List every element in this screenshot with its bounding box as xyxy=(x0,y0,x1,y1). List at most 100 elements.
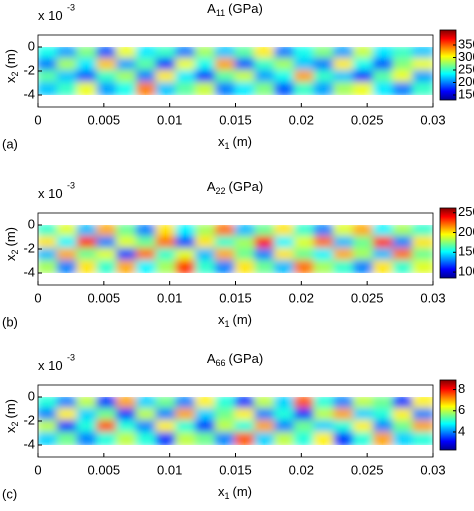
cell xyxy=(353,248,375,262)
cell xyxy=(254,248,276,262)
cell xyxy=(175,82,197,95)
cell xyxy=(116,236,138,250)
cell xyxy=(313,248,336,262)
y-scale-label: x 10 xyxy=(38,8,63,23)
x-axis-label-part: (m) xyxy=(233,312,253,327)
cell xyxy=(333,236,355,250)
cell xyxy=(372,397,395,410)
cell xyxy=(392,397,415,410)
y-scale-label: x 10 xyxy=(38,358,63,373)
cell xyxy=(155,58,178,72)
cell xyxy=(293,236,316,250)
x-axis-label-part: x xyxy=(218,484,225,499)
cell xyxy=(372,82,395,95)
cell xyxy=(313,47,336,60)
cell xyxy=(76,70,99,84)
cell xyxy=(116,47,138,60)
cell xyxy=(313,225,336,238)
y-axis-label-part: 2 xyxy=(10,421,20,426)
cell xyxy=(412,248,433,262)
panel-title-part: A xyxy=(207,179,216,194)
cell xyxy=(353,236,375,250)
cell xyxy=(56,397,79,410)
panel-title-part: 66 xyxy=(215,358,225,368)
x-tick-label: 0.025 xyxy=(351,112,384,127)
cell xyxy=(234,58,257,72)
cell xyxy=(116,225,138,238)
cell xyxy=(274,420,296,434)
colorbar-tick-label: 150 xyxy=(458,86,474,101)
cell xyxy=(155,82,178,95)
cell xyxy=(96,236,118,250)
x-axis-label: x1 (m) xyxy=(218,484,252,501)
cell xyxy=(38,432,59,445)
y-axis-label-part: x xyxy=(3,426,18,433)
y-axis-label-part: x xyxy=(3,76,18,83)
cell xyxy=(392,248,415,262)
cell xyxy=(293,70,316,84)
cell xyxy=(234,260,257,273)
cell xyxy=(214,82,237,95)
cell xyxy=(293,260,316,273)
cell xyxy=(56,420,79,434)
cell xyxy=(76,397,99,410)
cell xyxy=(175,58,197,72)
cell xyxy=(96,408,118,422)
cell xyxy=(372,420,395,434)
colorbar-tick-label: 200 xyxy=(458,224,474,239)
panel-title-part: A xyxy=(207,1,216,16)
cell xyxy=(234,420,257,434)
cell xyxy=(313,236,336,250)
cell xyxy=(333,420,355,434)
cell xyxy=(175,408,197,422)
cell xyxy=(412,408,433,422)
cell xyxy=(195,248,217,262)
cell xyxy=(293,47,316,60)
cell xyxy=(412,82,433,95)
panel-title-part: 11 xyxy=(216,8,225,18)
cell xyxy=(155,432,178,445)
x-tick-label: 0.025 xyxy=(351,290,384,305)
cell xyxy=(333,408,355,422)
cell xyxy=(175,47,197,60)
field xyxy=(38,225,433,273)
y-axis-label-part: 2 xyxy=(10,249,20,254)
y-scale-label: x 10 xyxy=(38,186,63,201)
cell xyxy=(333,58,355,72)
cell xyxy=(38,260,59,273)
cell xyxy=(293,432,316,445)
cell xyxy=(392,260,415,273)
cell xyxy=(372,260,395,273)
panel-title-part: (GPa) xyxy=(229,179,264,194)
x-axis-label: x1 (m) xyxy=(218,134,252,151)
x-tick-label: 0.025 xyxy=(351,462,384,477)
cell xyxy=(412,70,433,84)
cell xyxy=(76,82,99,95)
cell xyxy=(353,82,375,95)
cell xyxy=(195,225,217,238)
y-axis-label-part: x xyxy=(3,254,18,261)
cell xyxy=(392,236,415,250)
cell xyxy=(333,260,355,273)
cell xyxy=(254,47,276,60)
x-tick-label: 0.005 xyxy=(88,112,121,127)
cell xyxy=(175,70,197,84)
y-scale-label-part: x 10 xyxy=(38,8,63,23)
cell xyxy=(76,408,99,422)
cell xyxy=(274,432,296,445)
y-scale-label-part: x 10 xyxy=(38,186,63,201)
cell xyxy=(254,260,276,273)
cell xyxy=(274,47,296,60)
cell xyxy=(254,58,276,72)
cell xyxy=(195,397,217,410)
x-axis-label-part: 1 xyxy=(224,319,229,329)
x-tick-label: 0 xyxy=(34,462,41,477)
cell xyxy=(76,58,99,72)
cell xyxy=(56,70,79,84)
x-axis-label: x1 (m) xyxy=(218,312,252,329)
cell xyxy=(38,248,59,262)
cell xyxy=(333,248,355,262)
cell xyxy=(76,420,99,434)
cell xyxy=(195,70,217,84)
y-tick-label: -4 xyxy=(23,86,35,101)
